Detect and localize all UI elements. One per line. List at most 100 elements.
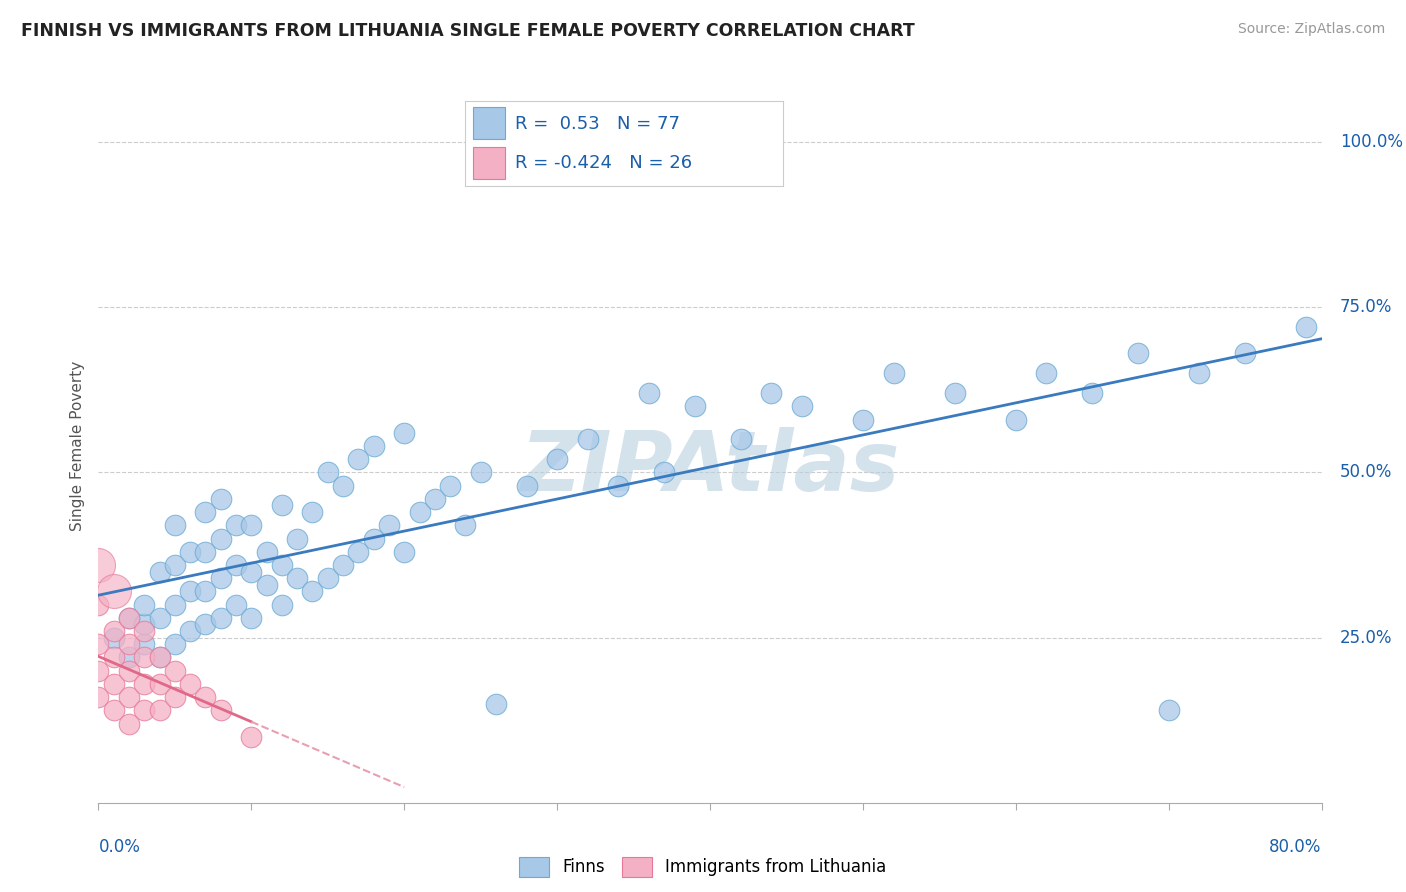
- Point: [256, 545, 278, 559]
- Point: [118, 637, 141, 651]
- Point: [149, 703, 172, 717]
- Point: [149, 650, 172, 665]
- Point: [790, 400, 813, 414]
- Point: [134, 637, 156, 651]
- Point: [209, 703, 232, 717]
- Point: [285, 532, 308, 546]
- Point: [347, 545, 370, 559]
- Point: [1081, 386, 1104, 401]
- Point: [256, 578, 278, 592]
- Point: [118, 690, 141, 704]
- Point: [87, 558, 110, 572]
- Text: 25.0%: 25.0%: [1340, 629, 1392, 647]
- Text: 50.0%: 50.0%: [1340, 464, 1392, 482]
- Point: [1234, 346, 1257, 360]
- Point: [179, 677, 201, 691]
- Point: [118, 611, 141, 625]
- Text: FINNISH VS IMMIGRANTS FROM LITHUANIA SINGLE FEMALE POVERTY CORRELATION CHART: FINNISH VS IMMIGRANTS FROM LITHUANIA SIN…: [21, 22, 915, 40]
- Point: [87, 637, 110, 651]
- Point: [270, 499, 292, 513]
- Point: [209, 611, 232, 625]
- Point: [194, 545, 217, 559]
- Point: [637, 386, 661, 401]
- Point: [103, 650, 125, 665]
- Point: [179, 545, 201, 559]
- Point: [163, 598, 186, 612]
- Point: [118, 664, 141, 678]
- Point: [240, 611, 263, 625]
- Point: [408, 505, 430, 519]
- Point: [134, 650, 156, 665]
- Point: [179, 584, 201, 599]
- Point: [576, 433, 599, 447]
- Point: [163, 690, 186, 704]
- Point: [240, 518, 263, 533]
- Point: [225, 598, 247, 612]
- Legend: Finns, Immigrants from Lithuania: Finns, Immigrants from Lithuania: [513, 850, 893, 884]
- Point: [163, 558, 186, 572]
- Point: [516, 478, 538, 492]
- Point: [1128, 346, 1150, 360]
- Point: [1004, 412, 1026, 426]
- Point: [209, 571, 232, 585]
- Point: [316, 571, 339, 585]
- Point: [285, 571, 308, 585]
- Point: [240, 730, 263, 744]
- Point: [1188, 367, 1211, 381]
- Point: [194, 584, 217, 599]
- Point: [454, 518, 477, 533]
- Point: [103, 677, 125, 691]
- Point: [363, 532, 385, 546]
- Text: 100.0%: 100.0%: [1340, 133, 1403, 151]
- Point: [270, 558, 292, 572]
- Point: [103, 584, 125, 599]
- Point: [134, 703, 156, 717]
- Point: [546, 452, 568, 467]
- Point: [103, 703, 125, 717]
- Point: [270, 598, 292, 612]
- Point: [134, 617, 156, 632]
- Point: [149, 565, 172, 579]
- Point: [470, 466, 492, 480]
- Point: [392, 545, 416, 559]
- Point: [87, 598, 110, 612]
- Point: [118, 650, 141, 665]
- Point: [163, 518, 186, 533]
- Point: [759, 386, 782, 401]
- Point: [209, 532, 232, 546]
- Point: [301, 505, 323, 519]
- Point: [103, 631, 125, 645]
- Text: ZIPAtlas: ZIPAtlas: [520, 427, 900, 508]
- Point: [652, 466, 675, 480]
- Point: [607, 478, 630, 492]
- Point: [163, 637, 186, 651]
- Point: [87, 664, 110, 678]
- Point: [683, 400, 706, 414]
- Text: 75.0%: 75.0%: [1340, 298, 1392, 317]
- Point: [209, 491, 232, 506]
- Point: [118, 716, 141, 731]
- Point: [1157, 703, 1180, 717]
- Point: [225, 518, 247, 533]
- Y-axis label: Single Female Poverty: Single Female Poverty: [70, 361, 86, 531]
- Text: 0.0%: 0.0%: [98, 838, 141, 856]
- Point: [149, 677, 172, 691]
- Point: [316, 466, 339, 480]
- Point: [194, 505, 217, 519]
- Point: [163, 664, 186, 678]
- Point: [149, 650, 172, 665]
- Point: [392, 425, 416, 440]
- Point: [194, 690, 217, 704]
- Point: [103, 624, 125, 638]
- Point: [943, 386, 966, 401]
- Point: [134, 598, 156, 612]
- Point: [301, 584, 323, 599]
- Point: [134, 624, 156, 638]
- Point: [118, 611, 141, 625]
- Point: [149, 611, 172, 625]
- Point: [730, 433, 752, 447]
- Point: [332, 478, 354, 492]
- Point: [134, 677, 156, 691]
- Point: [439, 478, 461, 492]
- Point: [363, 439, 385, 453]
